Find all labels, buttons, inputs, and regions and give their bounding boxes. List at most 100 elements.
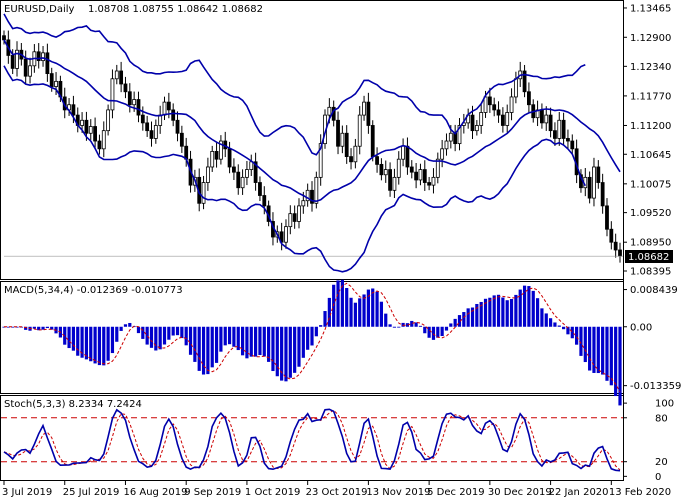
- candle-body: [427, 182, 432, 186]
- ohlc-readout: 1.08708 1.08755 1.08642 1.08682: [88, 4, 263, 15]
- candle-body: [487, 96, 492, 106]
- macd-bar: [583, 326, 587, 363]
- candle-body: [71, 104, 76, 116]
- x-tick-label: 9 Sep 2019: [184, 487, 241, 498]
- candle-body: [440, 148, 445, 160]
- candle-body: [435, 158, 440, 178]
- candle-body: [375, 156, 379, 165]
- candle-body: [592, 166, 596, 199]
- candle-body: [23, 58, 28, 77]
- x-tick-label: 13 Nov 2019: [366, 487, 430, 498]
- candle-body: [114, 70, 119, 80]
- price-tick-label: 1.09520: [630, 208, 671, 219]
- candle-body: [418, 169, 423, 181]
- candle-body: [84, 119, 89, 134]
- symbol-title: EURUSD,Daily: [4, 4, 75, 15]
- macd-bar: [93, 326, 97, 364]
- macd-bar: [579, 326, 583, 356]
- macd-bar: [418, 325, 423, 327]
- macd-bar: [466, 308, 470, 327]
- candle-body: [405, 145, 410, 168]
- macd-bar: [375, 291, 379, 327]
- candle-body: [379, 163, 384, 176]
- candle-body: [93, 126, 97, 142]
- candle-body: [457, 125, 462, 145]
- price-tick-label: 1.13465: [630, 3, 671, 14]
- x-tick-label: 23 Oct 2019: [306, 487, 368, 498]
- candle-body: [2, 35, 6, 41]
- macd-bar: [128, 322, 132, 327]
- candle-body: [609, 228, 614, 243]
- macd-bar: [514, 294, 518, 327]
- macd-bar: [509, 299, 514, 327]
- macd-bar: [249, 326, 253, 357]
- macd-bar: [171, 326, 175, 336]
- candle-body: [474, 125, 479, 132]
- macd-bar: [167, 326, 171, 340]
- macd-bar: [392, 326, 397, 328]
- candle-body: [509, 96, 514, 113]
- macd-bar: [457, 315, 462, 327]
- macd-bar: [149, 326, 154, 348]
- stochastic-oscillator: [1, 408, 623, 472]
- macd-bar: [371, 288, 375, 327]
- macd-histogram: [2, 279, 622, 406]
- candle-body: [527, 91, 531, 106]
- macd-bar: [310, 326, 314, 346]
- macd-bar: [102, 326, 106, 366]
- candle-body: [396, 158, 401, 178]
- candle-body: [227, 148, 232, 168]
- candle-body: [500, 114, 505, 126]
- macd-bar: [548, 318, 553, 327]
- macd-bar: [97, 326, 102, 366]
- candle-body: [492, 104, 497, 111]
- candle-body: [388, 169, 392, 191]
- candle-body: [483, 96, 488, 113]
- bollinger-lower: [3, 65, 587, 273]
- macd-bar: [293, 326, 297, 373]
- candle-body: [28, 65, 32, 77]
- macd-bar: [540, 308, 544, 327]
- candle-body: [140, 114, 145, 124]
- macd-bar: [479, 301, 483, 327]
- candle-body: [431, 176, 436, 186]
- macd-bar: [401, 322, 405, 327]
- macd-bar: [175, 326, 180, 336]
- candle-body: [153, 125, 158, 139]
- candle-body: [201, 182, 206, 204]
- macd-bar: [89, 326, 93, 362]
- macd-bar: [24, 326, 28, 330]
- candle-body: [119, 70, 124, 85]
- candle-body: [179, 132, 184, 147]
- candle-body: [253, 161, 258, 183]
- macd-bar: [527, 286, 531, 327]
- macd-bar: [206, 326, 210, 375]
- macd-bar: [397, 326, 401, 328]
- candle-body: [422, 169, 427, 183]
- candle-body: [149, 130, 154, 139]
- macd-tick-label: 0.00: [630, 322, 652, 333]
- macd-bar: [449, 323, 453, 327]
- macd-bar: [366, 289, 370, 327]
- macd-bar: [605, 326, 609, 381]
- macd-bar: [384, 313, 388, 327]
- macd-bar: [483, 298, 488, 327]
- macd-bar: [158, 326, 162, 350]
- candle-body: [123, 83, 128, 93]
- candle-body: [301, 200, 306, 207]
- macd-bar: [141, 326, 145, 339]
- candle-body: [344, 132, 349, 158]
- macd-bar: [219, 326, 223, 352]
- candle-body: [596, 166, 601, 183]
- candle-body: [566, 138, 570, 142]
- macd-bar: [410, 320, 414, 327]
- macd-bar: [358, 298, 362, 327]
- x-tick-label: 22 Jan 2020: [549, 487, 609, 498]
- axis-ticks: 1.13465 1.12900 1.12340 1.11770 1.11200 1.106…: [2, 3, 681, 498]
- macd-bar: [609, 326, 613, 386]
- macd-bar: [119, 326, 123, 331]
- macd-bar: [37, 326, 41, 331]
- candle-body: [561, 119, 566, 139]
- candle-body: [479, 112, 484, 126]
